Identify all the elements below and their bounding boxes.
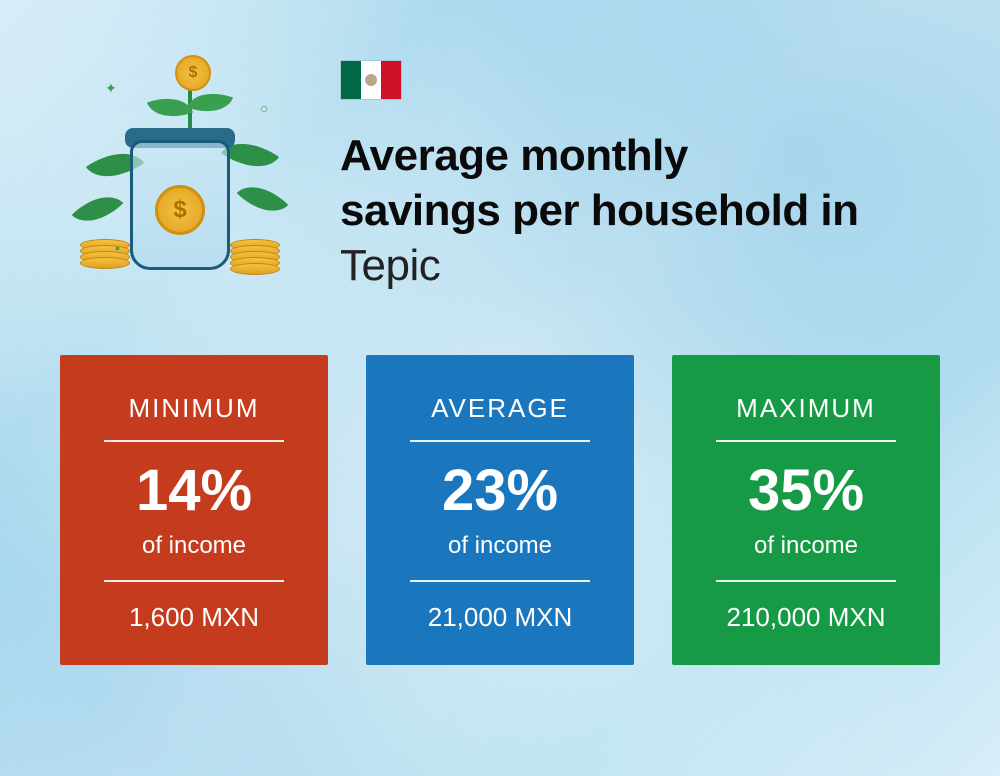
mexico-flag-icon <box>340 60 402 100</box>
dollar-coin-icon: $ <box>155 185 205 235</box>
page-title: Average monthly savings per household in… <box>340 128 940 293</box>
stat-cards: MINIMUM 14% of income 1,600 MXN AVERAGE … <box>60 355 940 665</box>
title-city: Tepic <box>340 241 440 290</box>
card-subtext: of income <box>410 532 590 582</box>
infographic-container: $ $ ✦○• Average monthly savings per hous… <box>0 0 1000 705</box>
header: $ $ ✦○• Average monthly savings per hous… <box>60 40 940 300</box>
stat-card-minimum: MINIMUM 14% of income 1,600 MXN <box>60 355 328 665</box>
coin-stack-icon <box>80 245 140 285</box>
card-amount: 210,000 MXN <box>692 602 920 633</box>
card-amount: 1,600 MXN <box>80 602 308 633</box>
card-percent: 14% <box>80 462 308 520</box>
card-subtext: of income <box>716 532 896 582</box>
card-label: AVERAGE <box>410 393 590 442</box>
title-line-1: Average monthly <box>340 131 688 180</box>
card-percent: 35% <box>692 462 920 520</box>
coin-icon: $ <box>175 55 211 91</box>
title-block: Average monthly savings per household in… <box>340 40 940 293</box>
card-percent: 23% <box>386 462 614 520</box>
coin-stack-icon <box>230 245 290 285</box>
card-label: MINIMUM <box>104 393 284 442</box>
card-amount: 21,000 MXN <box>386 602 614 633</box>
card-subtext: of income <box>104 532 284 582</box>
savings-jar-illustration: $ $ ✦○• <box>60 40 300 300</box>
stat-card-average: AVERAGE 23% of income 21,000 MXN <box>366 355 634 665</box>
card-label: MAXIMUM <box>716 393 896 442</box>
stat-card-maximum: MAXIMUM 35% of income 210,000 MXN <box>672 355 940 665</box>
title-line-2: savings per household in <box>340 186 859 235</box>
